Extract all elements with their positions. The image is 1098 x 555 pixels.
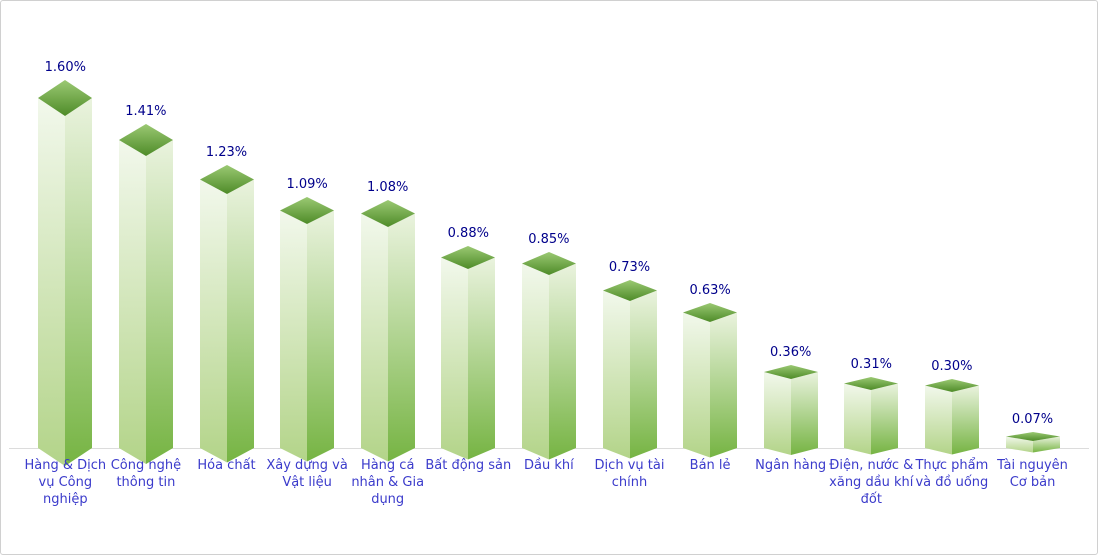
bar-top-face xyxy=(441,246,496,269)
bar-right-face xyxy=(65,98,93,466)
bar-3d-column xyxy=(199,165,254,463)
bar-top-face xyxy=(683,303,738,322)
category-label: Bất động sản xyxy=(425,458,512,473)
category-label: Công nghệ thông tin xyxy=(110,458,182,490)
bar-value-label: 0.31% xyxy=(850,357,892,372)
bar-3d-column xyxy=(602,280,657,459)
category-label: Hóa chất xyxy=(197,458,256,473)
bar-top-face xyxy=(844,377,899,390)
plot-area: 1.60% 1.41% 1.23% 1.09% 1.08% 0.88% 0.85% 0.73%… xyxy=(1,1,1097,466)
bar-value-label: 0.07% xyxy=(1011,412,1054,427)
bar-right-face xyxy=(387,213,415,462)
bar-left-face xyxy=(360,213,388,462)
bar-left-face xyxy=(844,383,872,455)
category-label: Ngân hàng xyxy=(755,458,827,473)
bar-right-face xyxy=(790,372,818,455)
bar-left-face xyxy=(521,263,549,460)
bar-value-label: 1.09% xyxy=(286,177,328,192)
bar-value-label: 0.30% xyxy=(931,359,973,374)
bar-right-face xyxy=(145,140,173,464)
bar-value-label: 1.08% xyxy=(367,180,409,195)
bar-right-face xyxy=(1032,436,1060,453)
bar-3d-column xyxy=(844,377,899,455)
bar-left-face xyxy=(38,98,66,466)
bar-3d-column xyxy=(280,197,335,462)
bar-right-face xyxy=(629,290,657,459)
bar-left-face xyxy=(602,290,630,459)
bar-right-face xyxy=(307,210,335,462)
bar-left-face xyxy=(683,312,711,458)
bar-3d-column xyxy=(763,365,818,455)
bar-value-label: 1.41% xyxy=(125,104,167,119)
bar-value-label: 0.85% xyxy=(528,232,570,247)
bar-top-face xyxy=(1005,432,1060,441)
category-label: Tài nguyên Cơ bản xyxy=(997,458,1068,490)
bar-top-face xyxy=(521,252,576,275)
bar-3d-column xyxy=(521,252,576,460)
bar-right-face xyxy=(871,383,899,455)
bar-right-face xyxy=(468,257,496,460)
bar-top-face xyxy=(924,379,979,392)
bar-value-label: 1.23% xyxy=(205,145,248,160)
bar-value-label: 0.36% xyxy=(770,345,812,360)
bar-3d-column xyxy=(118,124,173,464)
bar-top-face xyxy=(118,124,173,156)
bar-3d-column xyxy=(683,303,738,458)
category-label: Bán lẻ xyxy=(689,458,731,473)
bar-3d-column xyxy=(38,80,93,466)
bar-value-label: 0.63% xyxy=(689,283,731,298)
bar-value-label: 0.88% xyxy=(447,226,489,241)
bar-left-face xyxy=(924,385,952,455)
bar-3d-column xyxy=(924,379,979,455)
bar-3d-column xyxy=(441,246,496,460)
bar-left-face xyxy=(280,210,308,462)
bar-top-face xyxy=(360,200,415,227)
bar-value-label: 0.73% xyxy=(608,260,651,275)
bar-left-face xyxy=(1005,436,1033,453)
bar-3d-column xyxy=(1005,432,1060,453)
bar-right-face xyxy=(226,179,254,463)
bar-top-face xyxy=(38,80,93,116)
bar-top-face xyxy=(763,365,818,379)
category-label: Hàng & Dịch vụ Công nghiệp xyxy=(24,458,107,507)
category-label: Dịch vụ tài chính xyxy=(594,458,665,490)
category-label: Điện, nước & xăng dầu khí đốt xyxy=(829,458,914,507)
bar-right-face xyxy=(710,312,738,458)
category-label: Hàng cá nhân & Gia dụng xyxy=(351,458,425,507)
bar-left-face xyxy=(441,257,469,460)
category-label: Thực phẩm và đồ uống xyxy=(915,458,989,490)
bar-left-face xyxy=(118,140,146,464)
category-label: Xây dựng và Vật liệu xyxy=(266,458,348,490)
bar-top-face xyxy=(199,165,254,194)
bar-3d-column xyxy=(360,200,415,462)
bar-top-face xyxy=(280,197,335,224)
category-label: Dầu khí xyxy=(524,458,574,473)
bar-top-face xyxy=(602,280,657,301)
bar-right-face xyxy=(951,385,979,455)
bar-left-face xyxy=(199,179,227,463)
bar-value-label: 1.60% xyxy=(44,60,86,75)
bar-right-face xyxy=(548,263,576,460)
bar-left-face xyxy=(763,372,791,455)
